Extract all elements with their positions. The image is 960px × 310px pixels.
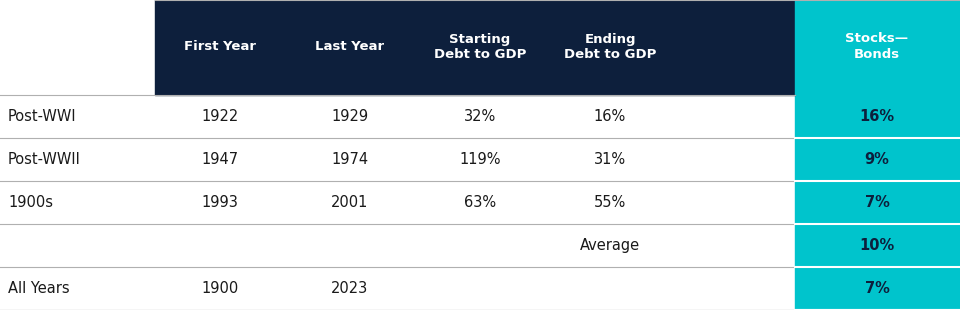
Text: 1929: 1929 bbox=[331, 109, 369, 124]
Text: 7%: 7% bbox=[865, 195, 889, 210]
Text: Post-WWII: Post-WWII bbox=[8, 152, 81, 167]
Text: 1993: 1993 bbox=[202, 195, 238, 210]
Text: Post-WWI: Post-WWI bbox=[8, 109, 77, 124]
Text: 9%: 9% bbox=[865, 152, 889, 167]
Text: Stocks—
Bonds: Stocks— Bonds bbox=[846, 33, 908, 61]
Text: 16%: 16% bbox=[859, 109, 895, 124]
Text: Ending
Debt to GDP: Ending Debt to GDP bbox=[564, 33, 657, 61]
Text: Average: Average bbox=[580, 238, 640, 253]
Text: 55%: 55% bbox=[594, 195, 626, 210]
Text: 32%: 32% bbox=[464, 109, 496, 124]
Text: Starting
Debt to GDP: Starting Debt to GDP bbox=[434, 33, 526, 61]
Text: First Year: First Year bbox=[184, 41, 256, 54]
Text: 1900s: 1900s bbox=[8, 195, 53, 210]
Text: 31%: 31% bbox=[594, 152, 626, 167]
Text: 2023: 2023 bbox=[331, 281, 369, 296]
Text: 1974: 1974 bbox=[331, 152, 369, 167]
Text: 1947: 1947 bbox=[202, 152, 239, 167]
Text: 2001: 2001 bbox=[331, 195, 369, 210]
Text: 63%: 63% bbox=[464, 195, 496, 210]
Text: All Years: All Years bbox=[8, 281, 70, 296]
Text: 1900: 1900 bbox=[202, 281, 239, 296]
Text: Last Year: Last Year bbox=[316, 41, 385, 54]
Text: 10%: 10% bbox=[859, 238, 895, 253]
Text: 16%: 16% bbox=[594, 109, 626, 124]
Text: 7%: 7% bbox=[865, 281, 889, 296]
Text: 119%: 119% bbox=[459, 152, 501, 167]
Text: 1922: 1922 bbox=[202, 109, 239, 124]
